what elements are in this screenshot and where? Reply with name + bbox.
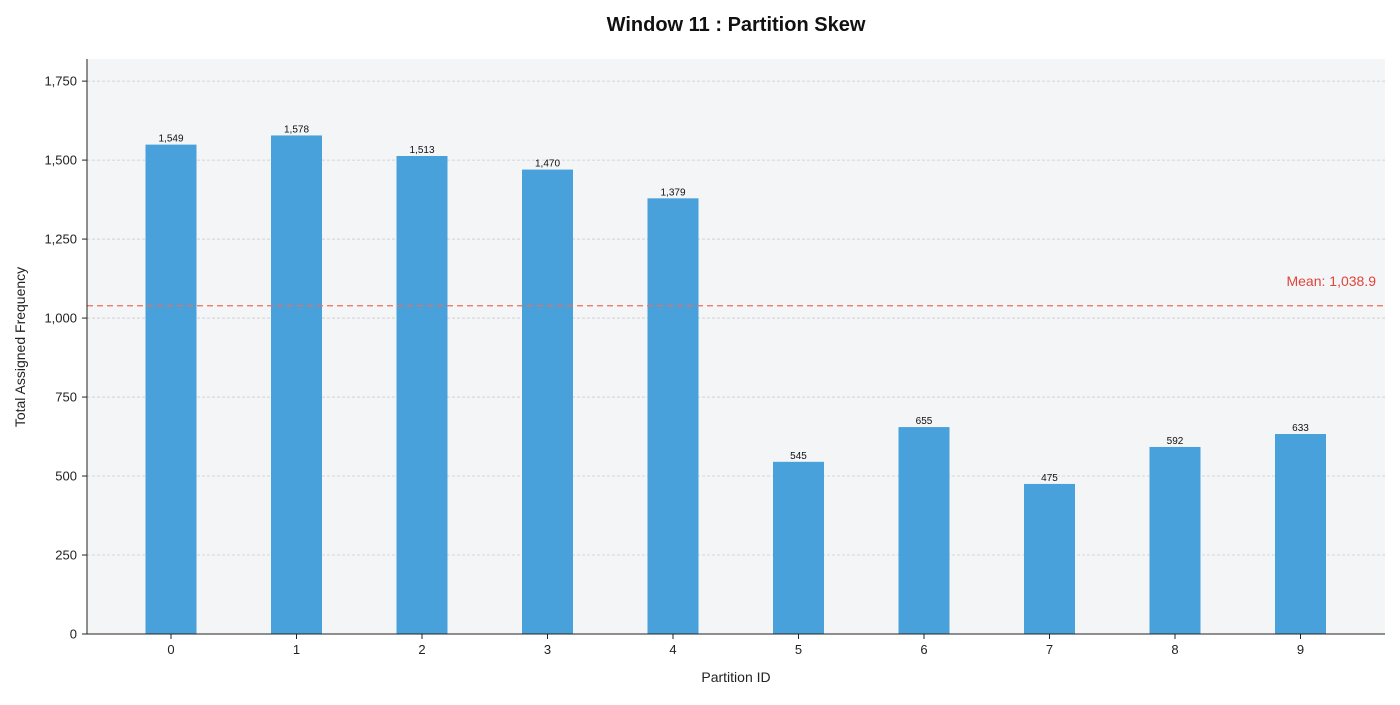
chart-title: Window 11 : Partition Skew <box>607 14 866 36</box>
bar-value-labels: 1,549 1,578 1,513 1,470 1,379 545 655 475 592 633 <box>158 124 1309 483</box>
bar-value-label: 1,578 <box>284 124 309 135</box>
x-tick-label: 0 <box>167 642 174 657</box>
y-tick-label: 1,000 <box>44 311 77 326</box>
bars <box>145 135 1326 635</box>
y-tick-label: 1,500 <box>44 153 77 168</box>
y-tick-label: 1,750 <box>44 74 77 89</box>
x-tick-label: 7 <box>1046 642 1053 657</box>
bar <box>271 135 322 634</box>
x-tick-label: 9 <box>1297 642 1304 657</box>
x-axis-ticks: 0 1 2 3 4 5 6 7 8 9 <box>167 634 1304 657</box>
y-tick-label: 250 <box>55 548 77 563</box>
bar-value-label: 633 <box>1292 423 1309 434</box>
bar-value-label: 1,470 <box>535 159 560 170</box>
bar <box>1149 446 1201 634</box>
y-axis-label: Total Assigned Frequency <box>12 267 28 427</box>
x-tick-label: 4 <box>669 642 676 657</box>
x-tick-label: 6 <box>920 642 927 657</box>
x-axis-label: Partition ID <box>701 669 770 685</box>
bar <box>396 155 448 634</box>
x-tick-label: 5 <box>795 642 802 657</box>
bar <box>1024 483 1075 634</box>
mean-label: Mean: 1,038.9 <box>1286 273 1376 289</box>
bar <box>522 169 573 635</box>
bar-value-label: 545 <box>790 451 807 462</box>
x-tick-label: 8 <box>1171 642 1178 657</box>
bar-value-label: 592 <box>1167 436 1184 447</box>
x-tick-label: 3 <box>544 642 551 657</box>
x-tick-label: 1 <box>293 642 300 657</box>
y-axis-ticks: 0 250 500 750 1,000 1,250 1,500 1,750 <box>44 74 87 642</box>
bar-value-label: 1,379 <box>660 187 685 198</box>
bar-value-label: 475 <box>1041 473 1058 484</box>
y-tick-label: 500 <box>55 469 77 484</box>
bar <box>898 427 950 634</box>
bar-value-label: 1,513 <box>409 145 434 156</box>
y-tick-label: 0 <box>70 627 77 642</box>
bar <box>773 461 824 634</box>
bar <box>647 198 699 635</box>
y-tick-label: 750 <box>55 390 77 405</box>
bar-value-label: 1,549 <box>158 134 183 145</box>
bar <box>145 144 197 634</box>
bar <box>1275 434 1326 634</box>
bar-value-label: 655 <box>916 416 933 427</box>
x-tick-label: 2 <box>418 642 425 657</box>
y-tick-label: 1,250 <box>44 232 77 247</box>
